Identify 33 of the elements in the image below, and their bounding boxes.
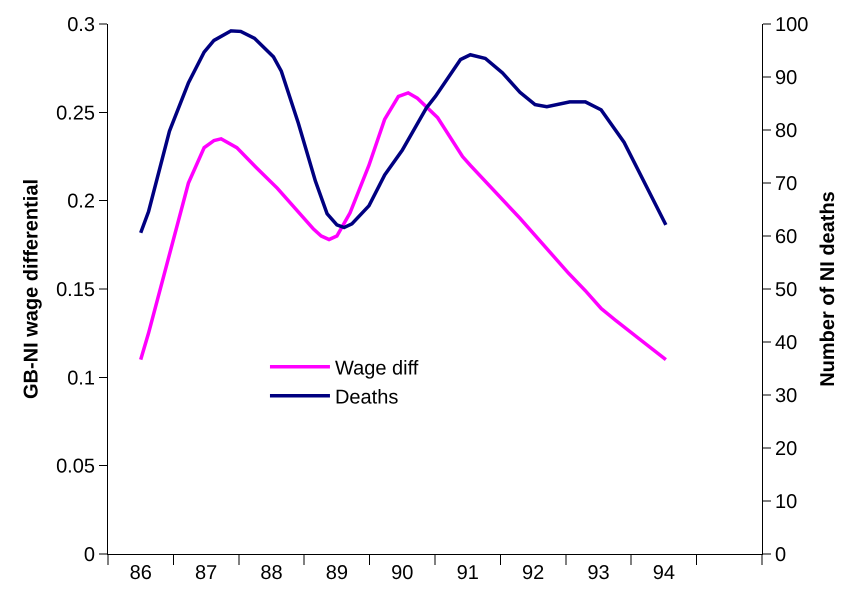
y2-tick-label: 40 [775,332,798,354]
x-tick-label: 94 [652,562,676,584]
y-axis-title: GB-NI wage differential [20,178,43,400]
y-tick-label: 0.1 [67,367,95,390]
y2-tick-label: 60 [775,226,798,248]
y-tick-label: 0.3 [67,14,95,36]
x-tick-label: 93 [587,562,610,584]
y2-tick-label: 80 [775,120,798,142]
legend-label: Wage diff [334,358,419,380]
y-tick-label: 0.15 [56,279,95,301]
y2-tick-label: 30 [775,385,798,407]
y2-tick-label: 10 [775,491,798,513]
x-tick-label: 86 [130,562,152,584]
x-tick-label: 92 [522,562,544,584]
y2-tick-label: 90 [775,67,798,89]
y2-tick-label: 70 [775,173,798,195]
y2-tick-label: 0 [775,544,786,566]
y2-tick-label: 100 [775,14,808,36]
x-tick-label: 90 [391,562,414,584]
line-series [138,29,668,235]
y-tick-label: 0.2 [67,190,95,213]
y2-tick-label: 20 [775,438,798,460]
legend-label: Deaths [334,386,398,409]
x-tick-label: 89 [326,562,348,584]
x-tick-label: 91 [456,562,479,584]
x-tick-label: 87 [194,562,218,584]
y2-tick-label: 50 [775,279,798,301]
x-tick-label: 88 [260,562,283,584]
y-tick-label: 0.05 [56,456,95,478]
y-tick-label: 0 [84,544,95,566]
y-tick-label: 0.25 [56,102,95,124]
line-series [138,91,668,362]
y2-axis-title: Number of NI deaths [816,191,839,387]
